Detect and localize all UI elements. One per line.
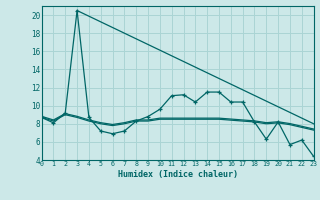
- X-axis label: Humidex (Indice chaleur): Humidex (Indice chaleur): [118, 170, 237, 179]
